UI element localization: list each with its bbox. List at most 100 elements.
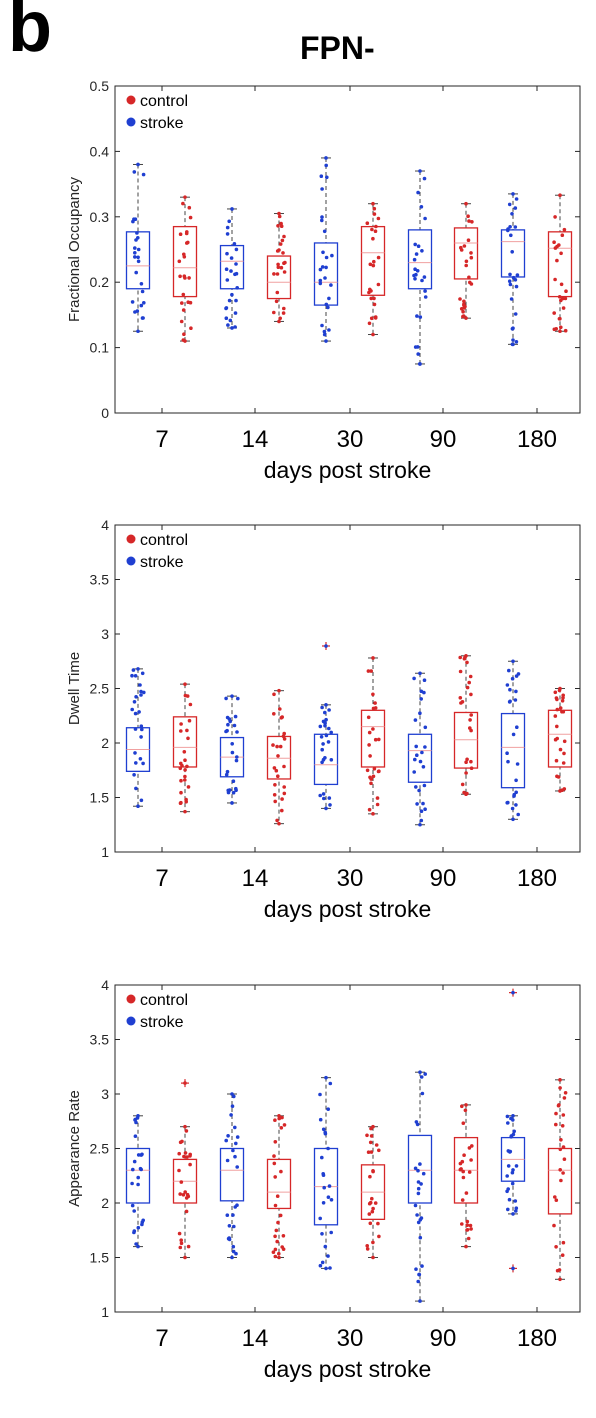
data-point [508,225,512,229]
data-point [277,211,281,216]
data-point [415,753,419,757]
data-point [179,778,183,783]
data-point [375,796,380,800]
data-point [183,778,187,782]
data-point [186,1244,191,1249]
y-tick-label: 4 [101,517,109,533]
data-point [423,725,428,730]
data-point [281,311,286,315]
data-point [413,718,418,722]
data-point [318,1263,323,1268]
data-point [554,758,559,763]
data-point [369,1150,374,1154]
data-point [365,1133,369,1138]
data-point [230,742,234,746]
data-point [141,316,145,320]
data-point [369,1134,374,1138]
y-tick-label: 0.2 [90,274,110,290]
data-point [553,737,558,742]
data-point [279,224,284,228]
data-point [136,247,141,252]
data-point [506,800,510,805]
data-point [320,323,324,328]
data-point [139,1167,143,1172]
box-stroke-day-14 [219,694,245,805]
data-point [458,1161,463,1166]
data-point [515,725,519,729]
data-point [367,807,372,812]
data-point [470,1144,474,1148]
data-point [464,1103,468,1107]
data-point [460,1222,464,1226]
box-control-day-90 [453,654,479,797]
data-point [228,318,233,323]
data-point [322,332,327,337]
figure-title: FPN- [300,30,375,66]
data-point [324,717,328,722]
y-tick-label: 0.1 [90,340,110,356]
data-point [326,1195,331,1199]
data-point [514,674,519,678]
data-point [514,790,518,795]
box-control-day-30 [360,201,386,337]
data-point [224,696,228,701]
data-point [180,301,184,305]
data-point [324,265,328,270]
data-point [557,243,561,247]
data-point [469,766,474,770]
data-point [368,1174,372,1179]
data-point [280,238,285,243]
x-axis-label: days post stroke [264,457,431,483]
data-point [329,1198,334,1202]
data-point [177,1231,182,1236]
data-point [235,755,239,759]
data-point [369,777,374,781]
data-point [418,1162,422,1166]
x-tick-label: 7 [155,865,168,892]
data-point [179,722,183,726]
data-point [511,817,515,822]
data-point [185,764,189,769]
data-point [467,275,471,280]
box-iqr [547,231,573,298]
data-point [559,282,564,287]
data-point [554,1245,558,1249]
outlier-point [511,1266,515,1271]
data-point [182,332,186,337]
data-point [462,244,467,248]
data-point [513,312,518,316]
data-point [558,1078,562,1082]
data-point [324,806,328,811]
data-point [422,783,427,788]
data-point [137,710,141,714]
data-point [460,1198,465,1202]
data-point [324,703,328,707]
data-point [465,757,469,762]
data-point [418,822,422,827]
data-point [328,1081,333,1086]
data-point [131,668,136,672]
data-point [412,257,417,262]
data-point [282,234,286,239]
data-point [469,713,474,717]
data-point [418,1299,422,1303]
data-point [182,274,187,279]
data-point [459,248,464,252]
data-point [555,258,559,263]
box-control-day-7 [172,195,198,343]
data-point [271,743,275,747]
data-point [231,790,236,795]
data-point [561,761,566,765]
data-point [418,362,422,366]
x-tick-label: 7 [155,426,168,453]
y-axis-label: Fractional Occupancy [66,176,83,322]
data-point [416,1191,421,1196]
data-point [277,1255,281,1260]
data-point [130,1203,135,1208]
data-point [225,225,230,230]
data-point [377,737,381,742]
data-point [505,1174,510,1178]
data-point [133,674,138,678]
data-point [511,338,515,342]
x-tick-label: 90 [430,865,457,892]
